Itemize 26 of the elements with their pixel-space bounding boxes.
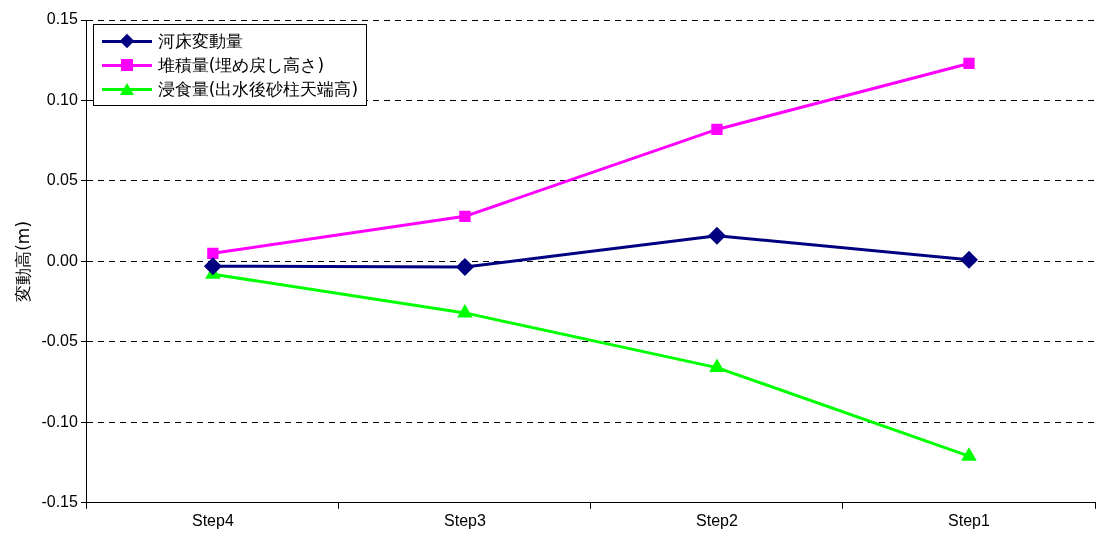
legend-label: 浸食量(出水後砂柱天端高): [157, 77, 359, 101]
point: [203, 257, 222, 276]
y-tick-label: 0.00: [46, 251, 78, 269]
point: [963, 57, 975, 70]
point: [459, 210, 471, 222]
y-tick-label: -0.05: [41, 332, 78, 350]
x-tick-label: Step3: [444, 511, 486, 529]
legend-label: 堆積量(埋め戻し高さ): [157, 53, 325, 77]
point: [711, 123, 723, 136]
point: [709, 358, 725, 373]
x-tick-label: Step1: [948, 511, 990, 529]
point: [457, 303, 473, 318]
legend-label: 河床変動量: [157, 29, 243, 53]
y-tick-label: -0.15: [41, 493, 78, 511]
point: [707, 226, 726, 245]
x-tick-label: Step2: [696, 511, 738, 529]
y-tick-label: 0.05: [46, 171, 78, 189]
y-tick-label: 0.15: [46, 10, 78, 28]
y-tick-label: -0.10: [41, 412, 78, 430]
y-axis-title: 変動高(m): [12, 220, 33, 302]
point: [959, 250, 978, 269]
point: [961, 447, 977, 461]
x-tick-label: Step4: [191, 511, 234, 529]
point: [455, 258, 474, 277]
point: [207, 247, 219, 260]
y-tick-label: 0.10: [46, 90, 78, 108]
